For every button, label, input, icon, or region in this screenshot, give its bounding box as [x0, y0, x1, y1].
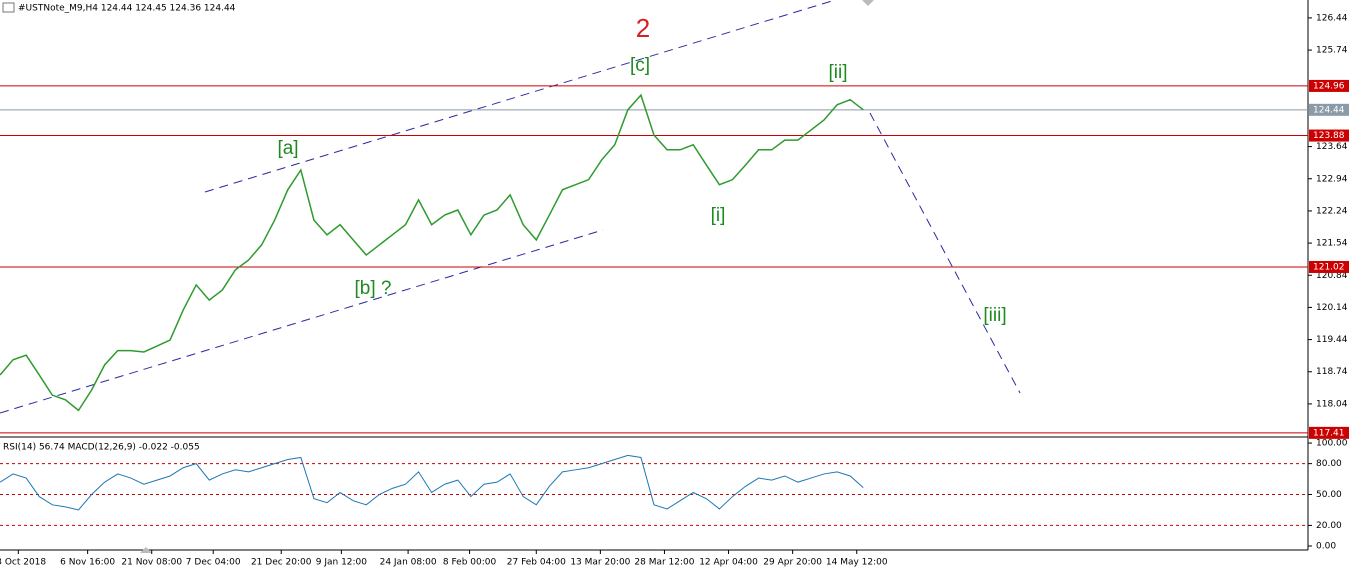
x-tick-label: 29 Apr 20:00 — [763, 558, 822, 568]
y-tick-label: 125.74 — [1316, 46, 1348, 56]
x-tick-label: 21 Nov 08:00 — [121, 558, 182, 568]
x-tick-label: 21 Dec 20:00 — [251, 558, 312, 568]
wave-label: [b] ? — [355, 278, 392, 299]
trend-line — [204, 0, 836, 193]
y-tick-label: 120.14 — [1316, 303, 1348, 313]
chart-header: #USTNote_M9,H4 124.44 124.45 124.36 124.… — [18, 4, 236, 14]
level-tag — [1309, 129, 1349, 142]
indicator-title: RSI(14) 56.74 MACD(12,26,9) -0.022 -0.05… — [3, 443, 200, 453]
x-tick-label: 7 Dec 04:00 — [186, 558, 241, 568]
wave-label: [iii] — [983, 305, 1006, 326]
indicator-tick-label: 100.00 — [1316, 439, 1348, 449]
y-tick-label: 121.54 — [1316, 239, 1348, 249]
level-tag — [1309, 260, 1349, 273]
y-tick-label: 126.44 — [1316, 13, 1348, 23]
level-label: 121.02 — [1313, 262, 1345, 272]
x-tick-label: 12 Apr 04:00 — [699, 558, 758, 568]
y-tick-label: 123.64 — [1316, 142, 1348, 152]
y-tick-label: 122.24 — [1316, 206, 1348, 216]
level-label: 123.88 — [1313, 131, 1345, 141]
x-tick-label: 24 Jan 08:00 — [380, 558, 437, 568]
price-line — [0, 93, 864, 412]
x-tick-label: 27 Feb 04:00 — [507, 558, 566, 568]
y-tick-label: 118.74 — [1316, 367, 1348, 377]
indicator-tick-label: 50.00 — [1316, 490, 1342, 500]
level-label: 117.41 — [1313, 428, 1345, 438]
level-tag — [1309, 426, 1349, 439]
x-tick-label: 14 May 12:00 — [826, 558, 888, 568]
x-tick-label: 8 Feb 00:00 — [443, 558, 497, 568]
x-tick-label: 9 Jan 12:00 — [316, 558, 368, 568]
wave-label: [i] — [711, 205, 726, 226]
scroll-marker — [862, 0, 874, 6]
level-label: 124.96 — [1313, 81, 1345, 91]
wave-label: [a] — [277, 138, 298, 159]
rsi-line — [0, 454, 864, 511]
y-tick-label: 119.44 — [1316, 335, 1348, 345]
scroll-marker — [140, 547, 152, 553]
y-tick-label: 122.94 — [1316, 174, 1348, 184]
y-tick-label: 120.84 — [1316, 271, 1348, 281]
indicator-tick-label: 80.00 — [1316, 459, 1342, 469]
wave-label: 2 — [636, 13, 650, 43]
wave-label: [ii] — [829, 62, 848, 83]
current-price-tag — [1309, 103, 1349, 116]
trend-line — [0, 229, 604, 414]
indicator-tick-label: 0.00 — [1316, 541, 1336, 551]
x-tick-label: 13 Mar 20:00 — [570, 558, 630, 568]
level-tag — [1309, 79, 1349, 92]
x-tick-label: 28 Mar 12:00 — [634, 558, 694, 568]
y-tick-label: 118.04 — [1316, 399, 1348, 409]
indicator-tick-label: 20.00 — [1316, 521, 1342, 531]
x-tick-label: 23 Oct 2018 — [0, 558, 46, 568]
x-tick-label: 6 Nov 16:00 — [60, 558, 115, 568]
wave-label: [c] — [630, 55, 650, 76]
current-price-label: 124.44 — [1313, 105, 1345, 115]
projection-line — [869, 112, 1021, 394]
symbol-icon — [2, 2, 15, 13]
